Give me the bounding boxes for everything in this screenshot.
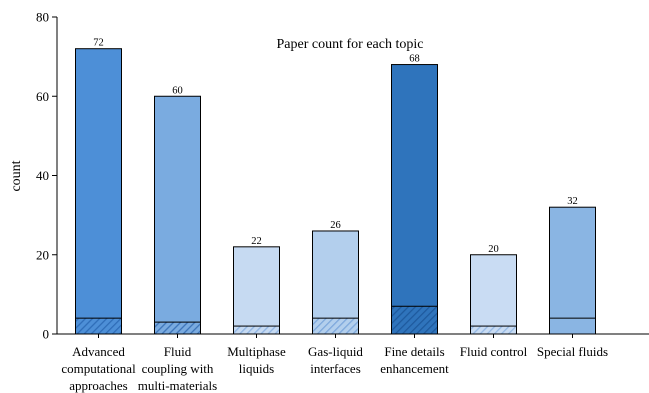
- bar-bottom-segment: [154, 321, 201, 335]
- bar: [154, 95, 201, 335]
- x-tick-label: liquids: [239, 361, 274, 376]
- bar-value-label: 26: [330, 220, 341, 231]
- x-tick-label: Gas-liquid: [308, 344, 363, 359]
- x-tick-label: Advanced: [72, 344, 125, 359]
- y-tick-label: 20: [36, 247, 49, 262]
- x-tick-label: approaches: [69, 378, 127, 393]
- x-tick-label: interfaces: [310, 361, 361, 376]
- bar: [233, 246, 280, 335]
- bar-bottom-segment: [312, 317, 359, 335]
- y-tick-label: 40: [36, 168, 49, 183]
- x-tick-label: coupling with: [142, 361, 214, 376]
- x-tick-label: multi-materials: [138, 378, 217, 393]
- chart-title: Paper count for each topic: [277, 37, 424, 52]
- x-tick-label: enhancement: [380, 361, 449, 376]
- x-tick-label: Special fluids: [537, 344, 608, 359]
- bar-value-label: 20: [488, 244, 499, 255]
- bar-bottom-segment: [470, 325, 517, 335]
- x-tick-label: Multiphase: [227, 344, 286, 359]
- y-tick-label: 60: [36, 89, 49, 104]
- y-tick-label: 80: [36, 10, 49, 25]
- bar-value-label: 60: [172, 85, 183, 96]
- bar: [470, 254, 517, 335]
- x-tick-label: Fine details: [384, 344, 444, 359]
- plot-area: 0 20 40 60 80 72 Advanced computational approach…: [36, 10, 649, 393]
- bar-value-label: 32: [567, 196, 578, 207]
- x-tick-label: Fluid control: [460, 344, 528, 359]
- bar: [549, 206, 596, 335]
- bar: [312, 230, 359, 335]
- bar: [75, 48, 122, 335]
- bar-value-label: 22: [251, 236, 262, 247]
- x-tick-label: Fluid: [164, 344, 192, 359]
- y-tick-label: 0: [43, 327, 50, 342]
- bar-value-label: 68: [409, 54, 420, 65]
- y-axis-label: count: [9, 160, 24, 191]
- bar-bottom-segment: [391, 305, 438, 335]
- bar-bottom-segment: [75, 317, 122, 335]
- bar: [391, 64, 438, 335]
- bar-value-label: 72: [93, 38, 104, 49]
- bar-bottom-segment: [233, 325, 280, 335]
- bar-bottom-segment: [549, 317, 596, 335]
- x-tick-label: computational: [61, 361, 136, 376]
